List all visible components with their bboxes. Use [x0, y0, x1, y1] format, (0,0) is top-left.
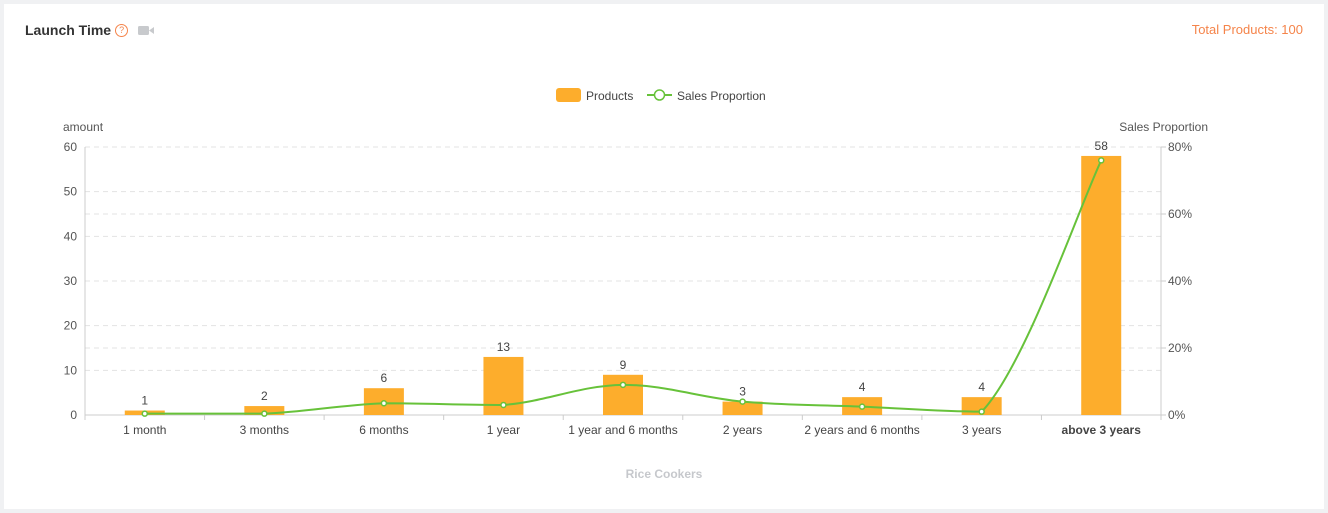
bars — [124, 155, 1122, 415]
line-point — [739, 398, 746, 405]
x-tick-labels: 1 month 3 months 6 months 1 year 1 year and … — [123, 423, 1141, 437]
x-tick-label: 6 months — [359, 423, 408, 437]
y-right-tick-label: 80% — [1168, 140, 1192, 154]
y-left-tick-label: 10 — [64, 363, 78, 377]
bar — [722, 401, 763, 415]
total-products: Total Products: 100 — [1191, 22, 1303, 37]
chart-legend: Products Sales Proportion — [556, 88, 766, 103]
bar-value-label: 4 — [978, 380, 985, 394]
x-axis-title: Rice Cookers — [626, 467, 703, 481]
line-point — [261, 410, 268, 417]
x-tick-label: 1 year — [487, 423, 520, 437]
y-right-tick-label: 60% — [1168, 207, 1192, 221]
line-point — [380, 400, 388, 407]
x-tick-label: 2 years and 6 months — [804, 423, 919, 437]
bar — [1081, 155, 1122, 415]
chart-grid — [85, 146, 1161, 371]
legend-sales-label: Sales Proportion — [677, 89, 766, 103]
y-right-tick-label: 20% — [1168, 341, 1192, 355]
line-point — [1097, 157, 1105, 164]
bar-labels: 1 2 6 13 9 3 4 4 58 — [141, 139, 1108, 408]
legend-sales-marker — [653, 89, 666, 101]
x-tick-label: 3 years — [962, 423, 1001, 437]
x-tick-label: 1 month — [123, 423, 166, 437]
y-left-tick-label: 0 — [70, 408, 77, 422]
line-point — [858, 403, 866, 410]
x-tick-label: above 3 years — [1062, 423, 1142, 437]
line-point — [500, 401, 507, 409]
line-point — [619, 381, 627, 389]
card-header: Launch Time ? — [25, 22, 155, 38]
bar-value-label: 9 — [620, 358, 627, 372]
y-left-tick-label: 50 — [64, 185, 78, 199]
y-left-tick-label: 40 — [64, 229, 78, 243]
y-right-tick-label: 0% — [1168, 408, 1186, 422]
y-right-tick-label: 40% — [1168, 274, 1192, 288]
y-left-tick-label: 30 — [64, 274, 78, 288]
y-left-tick-label: 60 — [64, 140, 78, 154]
sales-line — [141, 157, 1105, 417]
bar — [603, 374, 643, 415]
bar — [961, 397, 1002, 415]
x-tick-label: 1 year and 6 months — [568, 423, 677, 437]
bar-value-label: 2 — [261, 389, 268, 403]
bar-value-label: 13 — [497, 340, 511, 354]
y-left-tick-label: 20 — [64, 319, 78, 333]
card-title: Launch Time — [25, 22, 112, 38]
video-camera-icon[interactable] — [138, 25, 155, 36]
question-circle-icon[interactable]: ? — [115, 23, 129, 37]
line-point — [978, 408, 985, 415]
bar-value-label: 4 — [859, 380, 866, 394]
y-left-axis-title: amount — [63, 120, 104, 134]
bar-value-label: 6 — [381, 371, 388, 385]
line-point — [141, 410, 149, 417]
legend-products-swatch — [556, 88, 581, 102]
x-tick-label: 3 months — [240, 423, 289, 437]
x-tick-label: 2 years — [723, 423, 762, 437]
bar-value-label: 3 — [739, 385, 746, 399]
bar-value-label: 1 — [141, 394, 148, 408]
bar-value-label: 58 — [1095, 139, 1109, 153]
y-right-axis-title: Sales Proportion — [1119, 120, 1208, 134]
legend-products-label: Products — [586, 89, 633, 103]
